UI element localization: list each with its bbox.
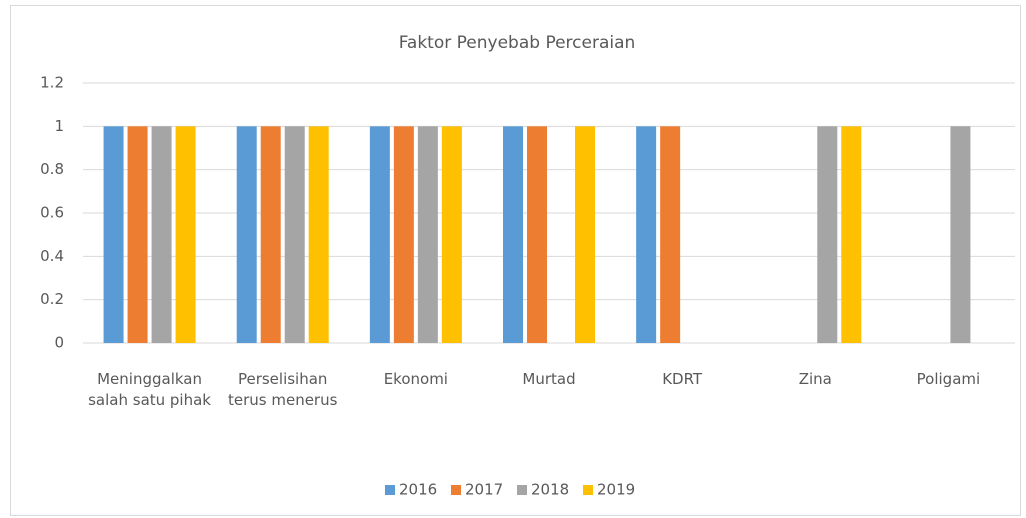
- bar: [236, 126, 257, 343]
- x-tick-label: Ekonomi: [383, 370, 448, 388]
- bar: [950, 126, 971, 343]
- bar: [127, 126, 148, 343]
- y-tick-label: 0.4: [40, 247, 64, 265]
- legend-swatch: [517, 485, 527, 495]
- y-tick-label: 0.2: [40, 290, 64, 308]
- x-tick-label: Poligami: [916, 370, 981, 388]
- legend-label: 2017: [465, 481, 503, 499]
- bar: [441, 126, 462, 343]
- bar: [841, 126, 862, 343]
- y-tick-label: 1: [54, 117, 64, 135]
- bar: [660, 126, 681, 343]
- x-tick-label: Zina: [798, 370, 832, 388]
- legend-label: 2019: [597, 481, 635, 499]
- legend-label: 2018: [531, 481, 569, 499]
- bar: [527, 126, 547, 343]
- bar: [575, 126, 595, 343]
- legend-swatch: [451, 485, 461, 495]
- bar: [636, 126, 657, 343]
- bar: [369, 126, 390, 343]
- legend-swatch: [583, 485, 593, 495]
- y-tick-label: 1.2: [40, 74, 64, 92]
- bar: [260, 126, 281, 343]
- legend-swatch: [385, 485, 395, 495]
- y-tick-label: 0: [54, 334, 64, 352]
- y-tick-label: 0.6: [40, 204, 64, 222]
- chart-title: Faktor Penyebab Perceraian: [399, 33, 636, 53]
- bar: [151, 126, 172, 343]
- bar: [417, 126, 438, 343]
- bar: [175, 126, 196, 343]
- bar: [103, 126, 124, 343]
- bar: [393, 126, 414, 343]
- x-tick-label: Murtad: [522, 370, 576, 388]
- x-tick-label: Perselisihan terus menerus: [227, 370, 338, 409]
- legend-label: 2016: [399, 481, 437, 499]
- x-tick-label: KDRT: [662, 370, 703, 388]
- bar: [284, 126, 305, 343]
- bar: [503, 126, 523, 343]
- y-tick-label: 0.8: [40, 160, 64, 178]
- bar: [817, 126, 838, 343]
- x-tick-label: Meninggalkan salah satu pihak: [88, 370, 211, 409]
- bar: [308, 126, 329, 343]
